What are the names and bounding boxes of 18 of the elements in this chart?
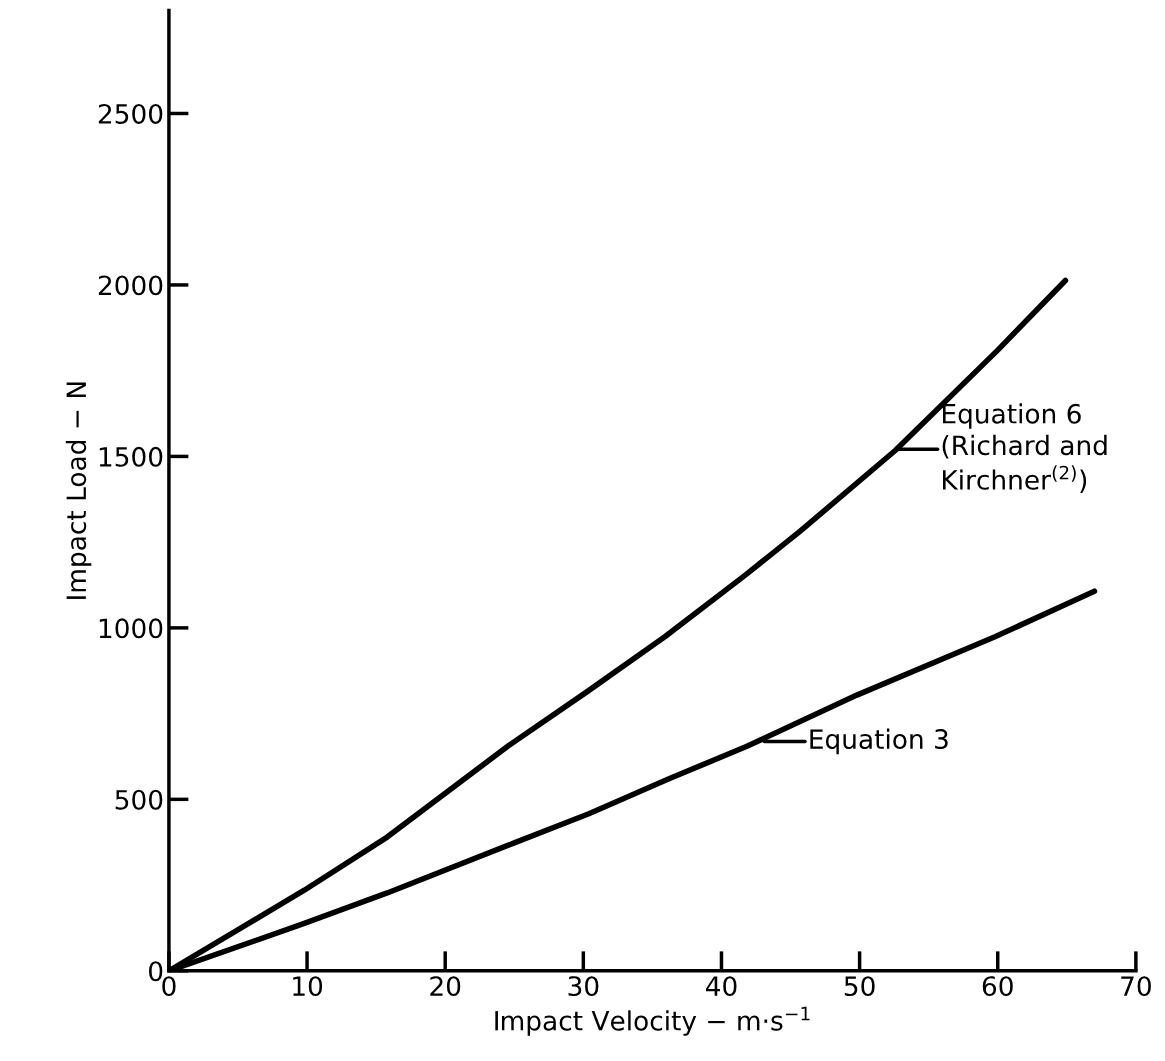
y-tick-label: 1000 bbox=[99, 618, 163, 639]
y-tick-label: 0 bbox=[149, 961, 163, 982]
annotation: Equation 3 bbox=[810, 728, 948, 755]
x-tick-label: 40 bbox=[705, 976, 737, 997]
y-axis-title: Impact Load − N bbox=[65, 382, 92, 599]
y-tick-label: 2000 bbox=[98, 275, 163, 296]
x-tick-label: 60 bbox=[982, 976, 1013, 997]
y-tick-label: 500 bbox=[115, 789, 163, 810]
x-tick-label: 0 bbox=[162, 976, 176, 997]
x-tick-label: 30 bbox=[568, 976, 599, 997]
annotation: Equation 6 (Richard and Kirchner$^{(2)}$) bbox=[942, 403, 1107, 493]
x-tick-label: 70 bbox=[1121, 976, 1151, 997]
y-tick-label: 2500 bbox=[98, 103, 163, 124]
x-tick-label: 50 bbox=[844, 976, 875, 997]
x-tick-label: 10 bbox=[293, 976, 323, 997]
x-tick-label: 20 bbox=[430, 976, 461, 997]
x-axis-title: Impact Velocity − m·s$^{−1}$ bbox=[495, 1006, 810, 1036]
y-tick-label: 1500 bbox=[99, 446, 163, 467]
